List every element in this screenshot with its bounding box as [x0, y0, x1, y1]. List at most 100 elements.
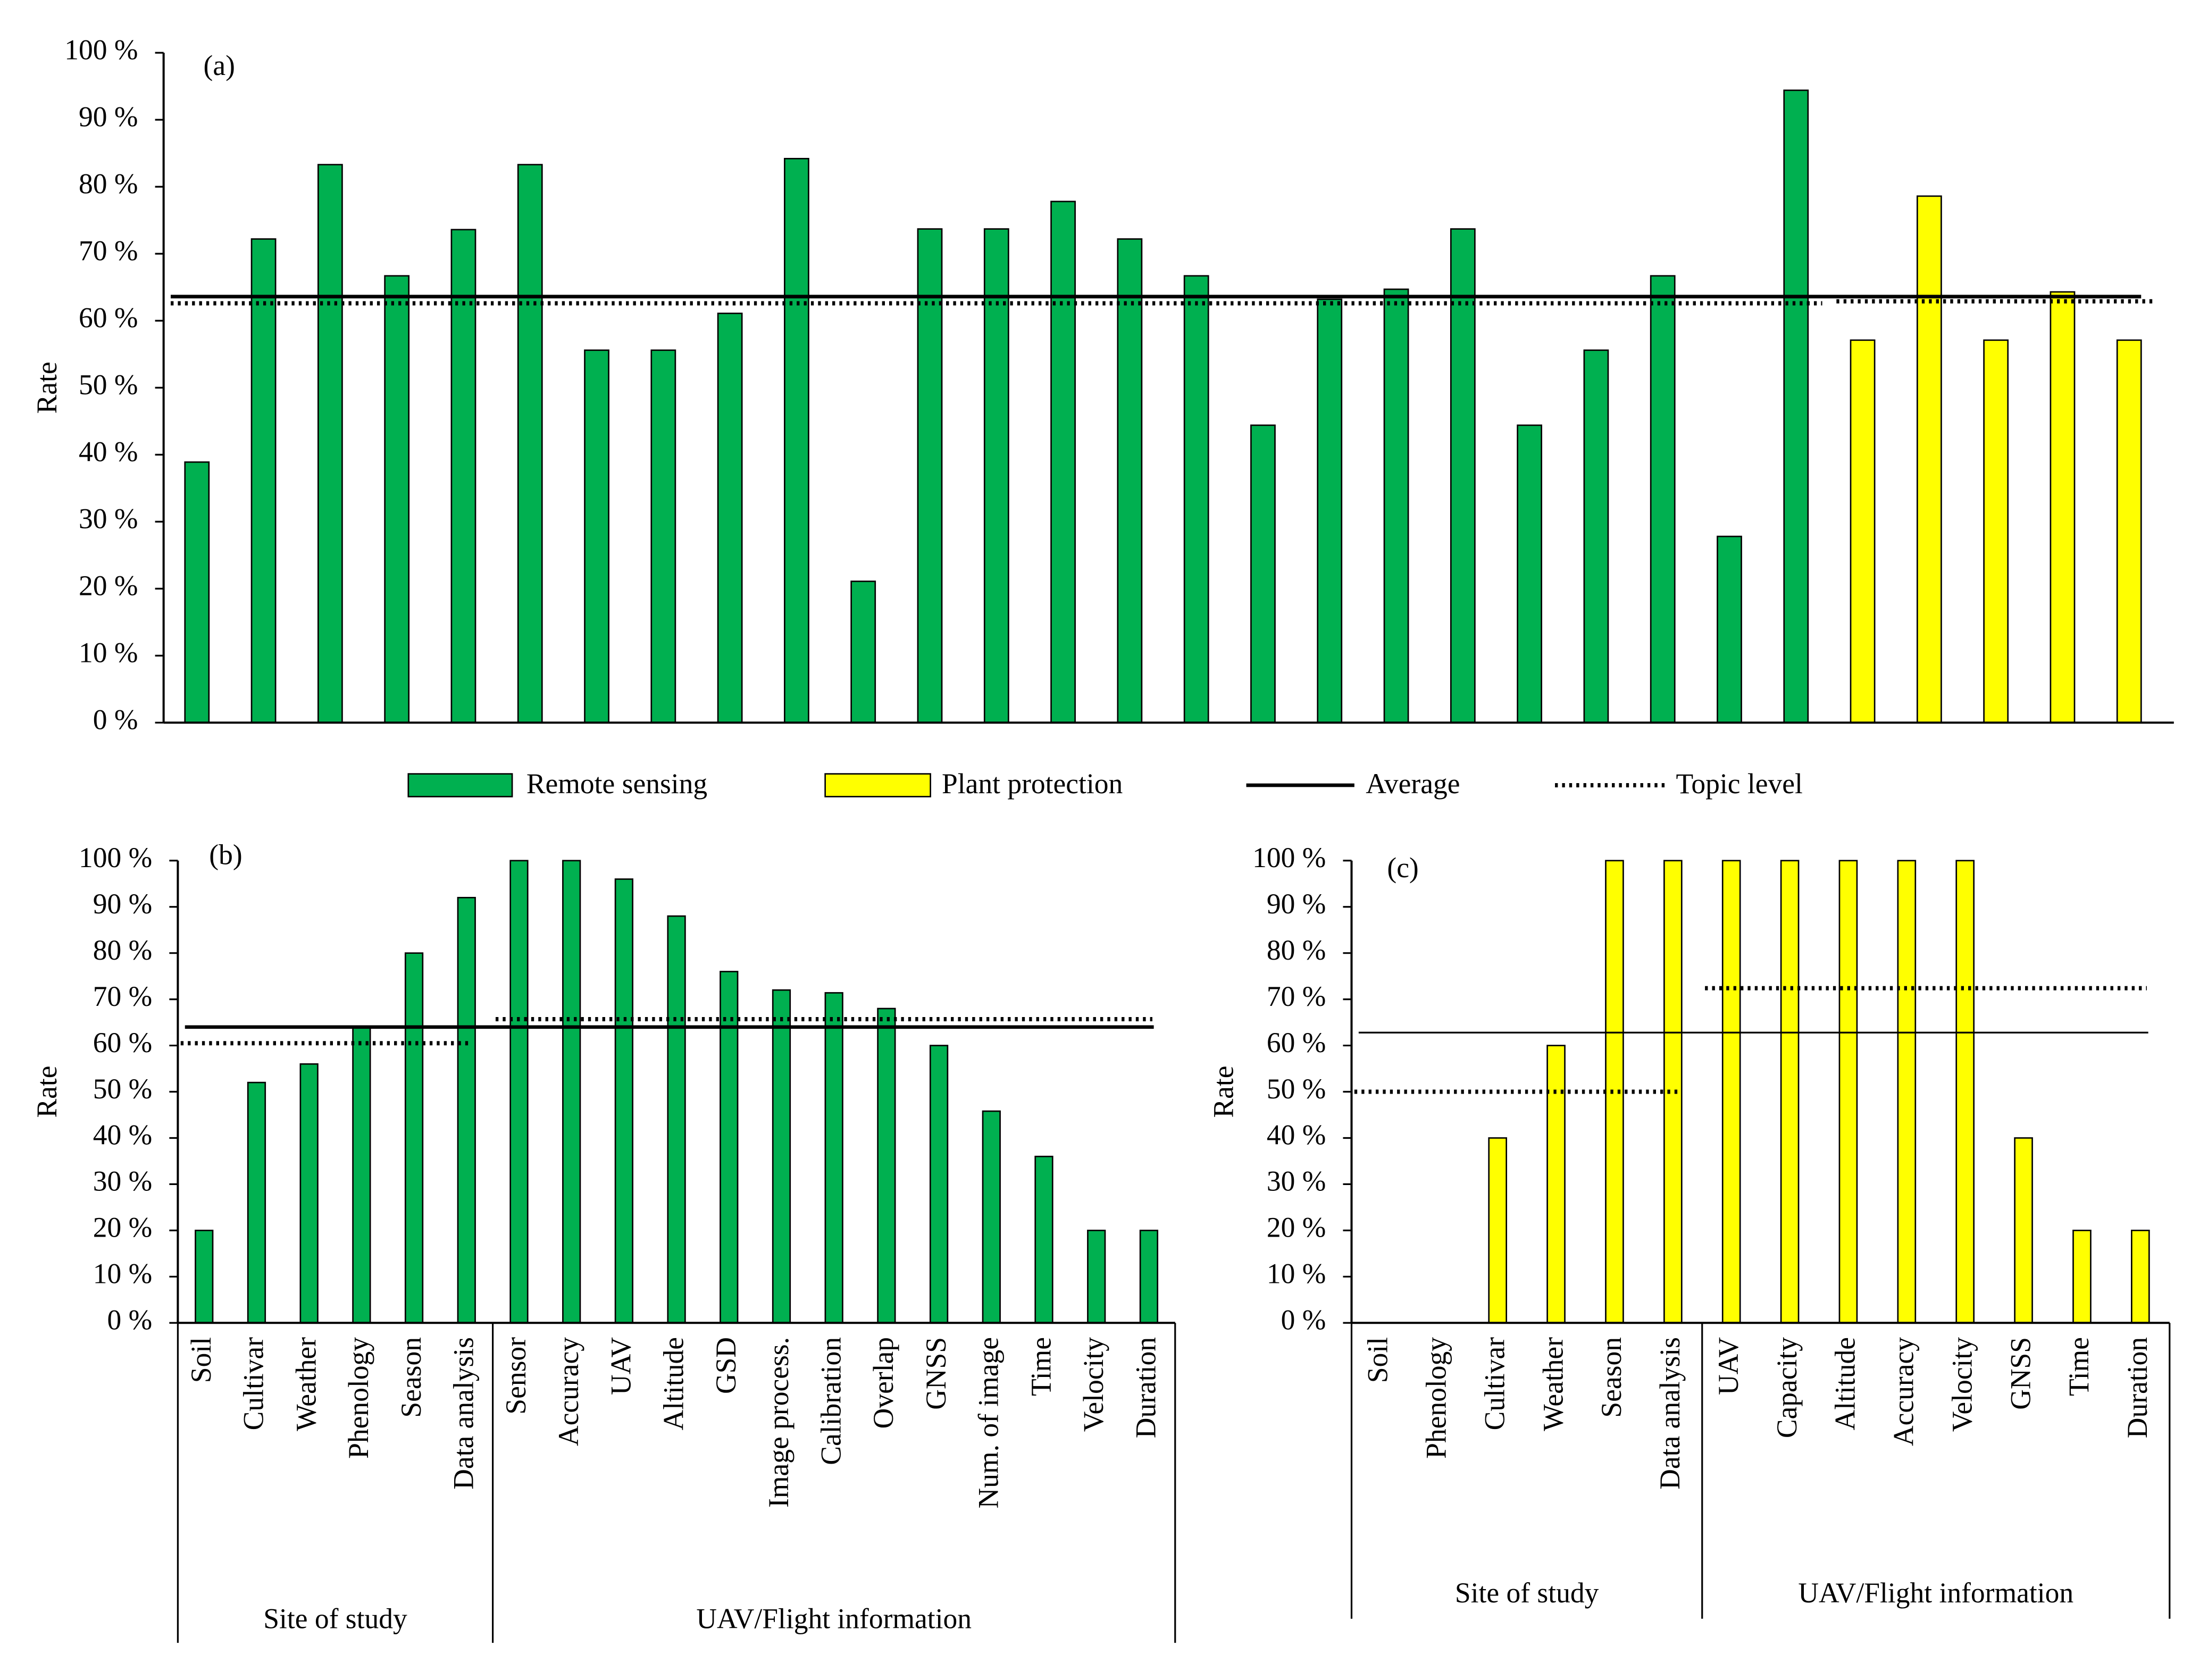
y-tick-label: 30 % — [93, 1165, 152, 1197]
bar — [1916, 195, 1942, 724]
bar — [352, 1026, 371, 1324]
y-tick-label: 100 % — [1252, 842, 1326, 873]
bar — [667, 915, 686, 1324]
bar — [317, 164, 343, 724]
bar — [1955, 860, 1975, 1324]
y-tick-label: 60 % — [79, 302, 138, 334]
group-label: UAV/Flight information — [696, 1602, 972, 1634]
y-axis-label: Rate — [31, 1065, 63, 1118]
y-tick-label: 20 % — [79, 570, 138, 602]
y-tick-label: 30 % — [79, 503, 138, 535]
x-tick-label: Phenology — [1420, 1337, 1452, 1459]
x-tick-label: GSD — [710, 1337, 742, 1394]
y-tick-label: 20 % — [93, 1212, 152, 1244]
bar — [1983, 339, 2009, 724]
x-tick-label: Cultivar — [1478, 1337, 1510, 1431]
bar — [1450, 228, 1476, 724]
x-tick-label: GNSS — [920, 1337, 952, 1410]
bar — [562, 860, 581, 1324]
y-tick-label: 100 % — [79, 842, 152, 873]
y-tick-label: 90 % — [79, 101, 138, 133]
y-tick-label: 10 % — [79, 637, 138, 669]
x-tick-label: GNSS — [2004, 1337, 2036, 1410]
bar — [184, 461, 210, 724]
bar — [784, 157, 809, 724]
bar — [824, 992, 843, 1324]
x-tick-label: Weather — [1537, 1337, 1569, 1431]
x-tick-label: Soil — [185, 1337, 217, 1383]
bar — [1605, 860, 1624, 1324]
x-tick-label: Data analysis — [1654, 1337, 1686, 1490]
bar — [1183, 275, 1209, 724]
x-tick-label: UAV — [1712, 1337, 1744, 1395]
x-tick-label: Phenology — [342, 1337, 374, 1459]
bar — [850, 581, 876, 724]
x-tick-label: Season — [1595, 1337, 1627, 1418]
y-tick-label: 50 % — [79, 369, 138, 401]
x-tick-label: Altitude — [1829, 1337, 1861, 1430]
bar — [1139, 1230, 1159, 1324]
x-tick-label: Accuracy — [553, 1337, 584, 1446]
bar — [457, 897, 476, 1324]
x-tick-label: Num. of image — [973, 1337, 1005, 1508]
legend-label: Average — [1366, 768, 1460, 800]
y-axis-label: Rate — [1207, 1065, 1239, 1118]
bar — [1583, 349, 1609, 724]
y-tick-label: 10 % — [1267, 1258, 1326, 1290]
bar — [2072, 1230, 2092, 1324]
x-tick-label: Capacity — [1771, 1337, 1803, 1438]
y-tick-label: 80 % — [79, 168, 138, 200]
x-tick-label: Sensor — [500, 1337, 532, 1415]
bar — [650, 349, 676, 724]
bar — [450, 229, 476, 724]
bar — [1117, 238, 1143, 724]
y-tick-label: 90 % — [1267, 888, 1326, 920]
bar — [247, 1081, 266, 1324]
x-tick-label: Soil — [1362, 1337, 1394, 1383]
panel-label: (b) — [209, 839, 242, 871]
x-tick-label: Calibration — [815, 1337, 847, 1465]
bar — [1250, 424, 1276, 724]
bar — [614, 878, 634, 1324]
y-tick-label: 80 % — [1267, 934, 1326, 966]
bar — [1717, 535, 1742, 724]
y-tick-label: 80 % — [93, 934, 152, 966]
panel-label: (c) — [1387, 852, 1418, 884]
x-tick-label: UAV — [605, 1337, 637, 1395]
y-tick-label: 60 % — [1267, 1027, 1326, 1059]
bar — [2014, 1137, 2033, 1324]
y-tick-label: 30 % — [1267, 1165, 1326, 1197]
bar — [717, 313, 743, 724]
y-tick-label: 40 % — [93, 1119, 152, 1151]
bar — [877, 1007, 896, 1324]
y-tick-label: 40 % — [1267, 1119, 1326, 1151]
y-axis-label: Rate — [31, 362, 63, 414]
legend-swatch — [407, 773, 513, 797]
bar — [1897, 860, 1917, 1324]
y-tick-label: 0 % — [107, 1304, 153, 1336]
x-tick-label: Time — [1025, 1337, 1057, 1396]
y-tick-label: 20 % — [1267, 1212, 1326, 1244]
bar — [1087, 1230, 1106, 1324]
x-tick-label: Duration — [2121, 1337, 2153, 1438]
bar — [1488, 1137, 1508, 1324]
legend-label: Topic level — [1676, 768, 1802, 800]
y-tick-label: 0 % — [1281, 1304, 1326, 1336]
panel-label: (a) — [204, 49, 235, 81]
bar — [1780, 860, 1800, 1324]
bar — [1850, 339, 1876, 724]
y-tick-label: 10 % — [93, 1258, 152, 1290]
bar — [2131, 1230, 2150, 1324]
bar — [929, 1045, 949, 1324]
bar — [517, 164, 543, 724]
x-tick-label: Overlap — [867, 1337, 899, 1429]
bar — [1050, 200, 1076, 724]
bar — [2116, 339, 2142, 724]
bar — [1838, 860, 1858, 1324]
bar — [1517, 424, 1543, 724]
bar — [1721, 860, 1741, 1324]
y-tick-label: 50 % — [1267, 1073, 1326, 1105]
x-tick-label: Data analysis — [448, 1337, 480, 1490]
